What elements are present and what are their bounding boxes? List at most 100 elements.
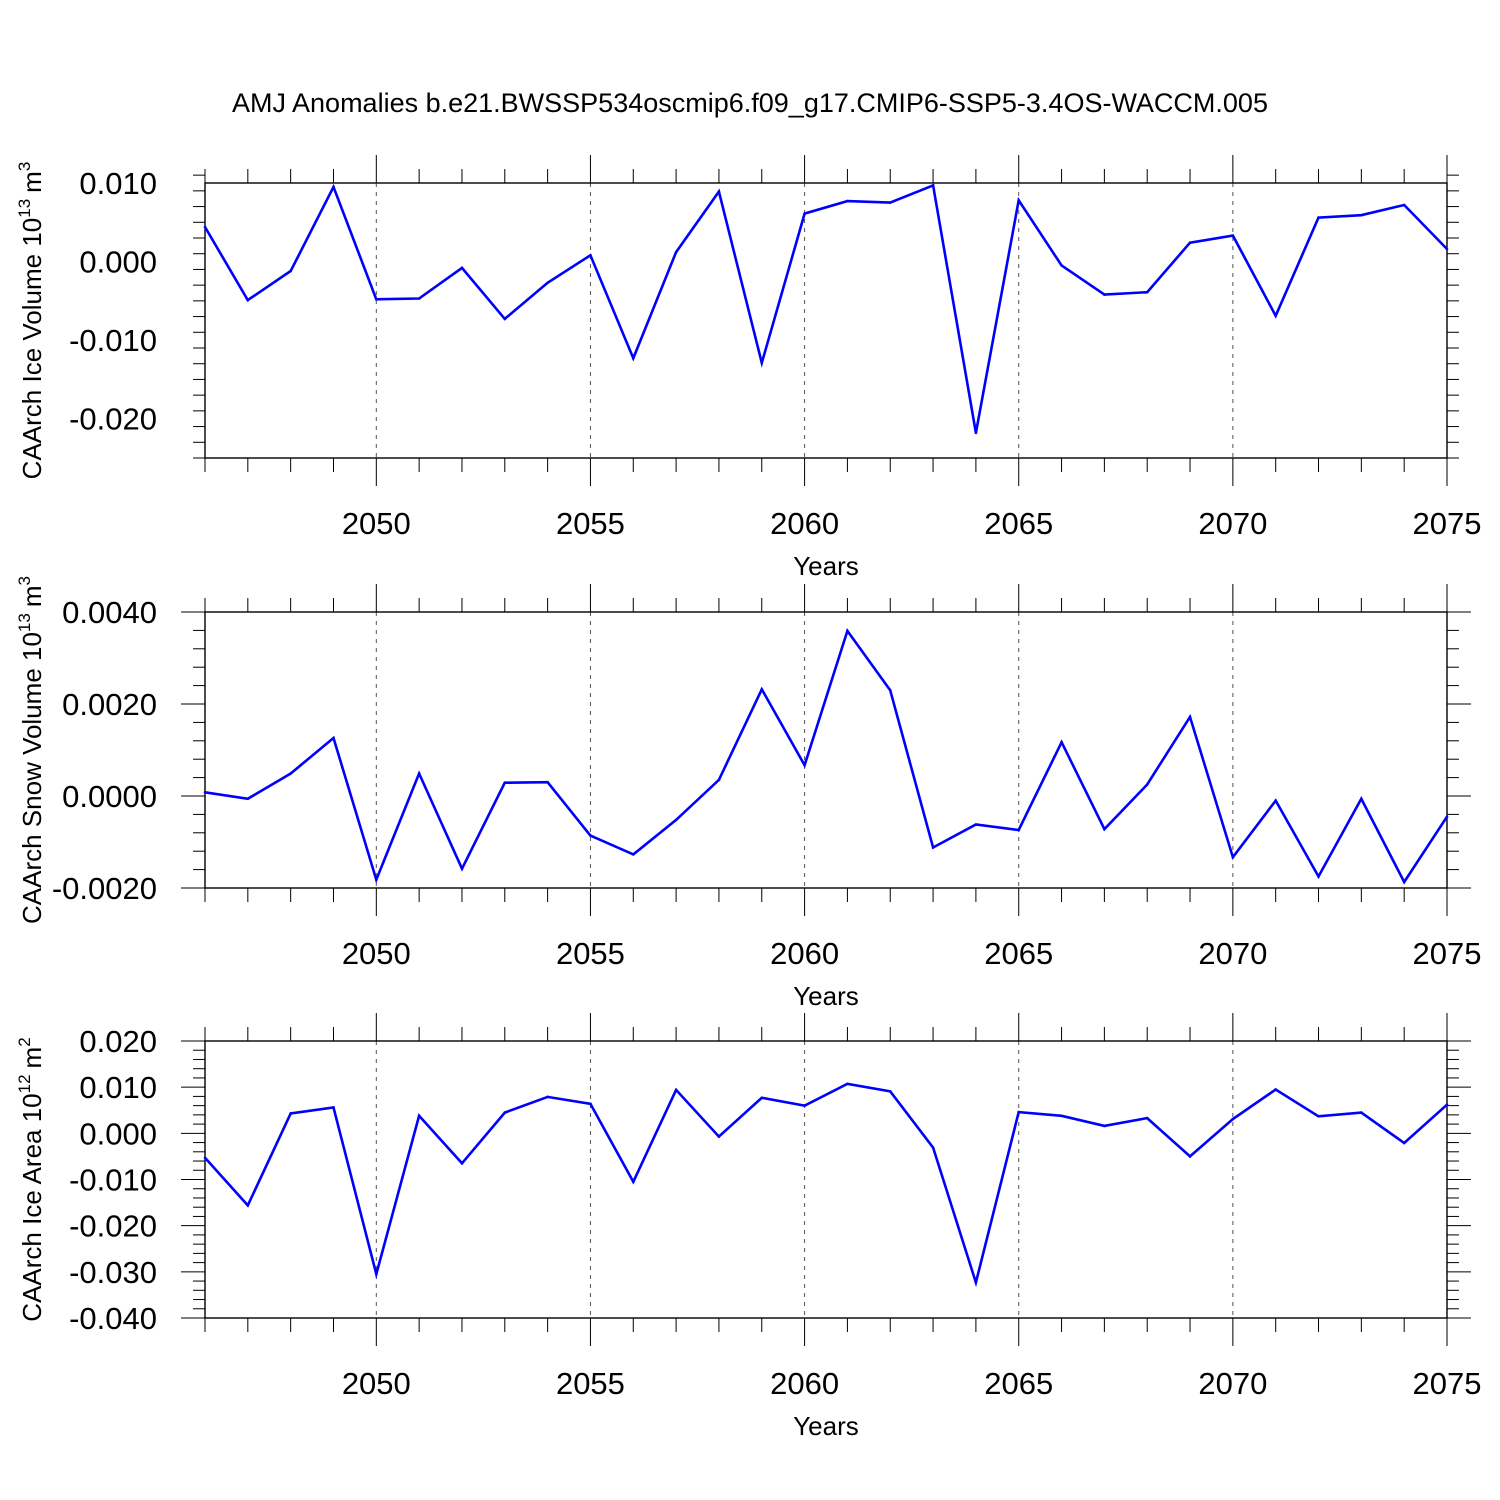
y-axis-label: CAArch Snow Volume 1013 m3 xyxy=(15,576,47,924)
x-axis-label: Years xyxy=(793,551,859,581)
data-point xyxy=(1060,264,1063,267)
data-point xyxy=(1146,783,1149,786)
data-point xyxy=(760,688,763,691)
data-point xyxy=(975,823,978,826)
y-axis-label: CAArch Ice Area 1012 m2 xyxy=(15,1037,47,1321)
chart-panel-3: 0.020 0.010 0.000 -0.010 -0.020 -0.030 -0.040 2… xyxy=(15,1013,1481,1441)
y-axis-label: CAArch Ice Volume 1013 m3 xyxy=(15,162,47,480)
y-axis-label-exponent: 13 xyxy=(15,199,34,218)
y-axis-label-text: CAArch Ice Volume 10 xyxy=(17,218,47,480)
y-tick-label: -0.010 xyxy=(69,1163,157,1198)
x-tick-label: 2065 xyxy=(984,506,1053,541)
y-axis-label-exponent: 13 xyxy=(15,613,34,632)
data-point xyxy=(975,1281,978,1284)
y-tick-label: 0.0040 xyxy=(62,595,157,630)
data-point xyxy=(1446,1103,1449,1106)
plot-frame xyxy=(205,612,1447,888)
x-tick-label: 2070 xyxy=(1198,1366,1267,1401)
y-tick-label: -0.020 xyxy=(69,402,157,437)
data-point xyxy=(1274,799,1277,802)
data-point xyxy=(1189,241,1192,244)
data-point xyxy=(1403,204,1406,207)
data-point xyxy=(1017,829,1020,832)
y-axis-label-exponent: 12 xyxy=(15,1074,34,1093)
y-tick-label: 0.000 xyxy=(79,245,157,280)
y-axis-label-text: CAArch Snow Volume 10 xyxy=(17,632,47,924)
data-point xyxy=(1446,248,1449,251)
data-point xyxy=(932,1146,935,1149)
data-point xyxy=(932,846,935,849)
x-tick-label: 2065 xyxy=(984,1366,1053,1401)
y-tick-label: 0.010 xyxy=(79,166,157,201)
y-tick-label: 0.0020 xyxy=(62,687,157,722)
figure: AMJ Anomalies b.e21.BWSSP534oscmip6.f09_… xyxy=(0,0,1500,1500)
data-point xyxy=(418,772,421,775)
data-point xyxy=(461,867,464,870)
x-tick-label: 2050 xyxy=(342,506,411,541)
data-point xyxy=(418,297,421,300)
data-point xyxy=(1017,199,1020,202)
y-tick-label: -0.0020 xyxy=(52,871,157,906)
data-point xyxy=(1360,1111,1363,1114)
data-point xyxy=(1146,1117,1149,1120)
data-point xyxy=(889,201,892,204)
y-tick-label: -0.010 xyxy=(69,323,157,358)
x-tick-label: 2055 xyxy=(556,1366,625,1401)
y-tick-label: 0.000 xyxy=(79,1116,157,1151)
data-point xyxy=(589,254,592,257)
series-line-2 xyxy=(205,631,1447,882)
data-point xyxy=(1103,1125,1106,1128)
data-point xyxy=(1317,216,1320,219)
data-point xyxy=(803,1104,806,1107)
data-point xyxy=(247,299,250,302)
data-point xyxy=(332,1106,335,1109)
data-point xyxy=(1103,293,1106,296)
data-point xyxy=(846,1083,849,1086)
x-tick-label: 2055 xyxy=(556,506,625,541)
data-point xyxy=(546,1096,549,1099)
data-point xyxy=(846,630,849,633)
data-point xyxy=(1446,815,1449,818)
x-tick-label: 2050 xyxy=(342,1366,411,1401)
data-point xyxy=(375,1273,378,1276)
data-point xyxy=(546,781,549,784)
data-point xyxy=(760,1096,763,1099)
x-tick-label: 2070 xyxy=(1198,936,1267,971)
y-tick-label: 0.010 xyxy=(79,1070,157,1105)
data-point xyxy=(332,186,335,189)
data-point xyxy=(932,184,935,187)
y-tick-label: -0.040 xyxy=(69,1301,157,1336)
data-point xyxy=(1274,314,1277,317)
data-point xyxy=(760,362,763,365)
x-tick-label: 2070 xyxy=(1198,506,1267,541)
chart-panel-2: 0.0040 0.0020 0.0000 -0.0020 2050 2055 2060 206… xyxy=(15,576,1481,1011)
data-point xyxy=(1232,1118,1235,1121)
data-point xyxy=(589,1102,592,1105)
y-axis-label-unit-exponent: 3 xyxy=(15,162,34,171)
data-point xyxy=(1232,856,1235,859)
x-tick-label: 2060 xyxy=(770,1366,839,1401)
y-tick-label: 0.0000 xyxy=(62,779,157,814)
figure-title: AMJ Anomalies b.e21.BWSSP534oscmip6.f09_… xyxy=(232,88,1268,118)
chart-panels: 0.010 0.000 -0.010 -0.020 2050 2055 2060 2065 20… xyxy=(15,155,1481,1441)
data-point xyxy=(247,1204,250,1207)
data-point xyxy=(1060,1114,1063,1117)
data-point xyxy=(204,791,207,794)
y-tick-label: 0.020 xyxy=(79,1024,157,1059)
x-tick-label: 2050 xyxy=(342,936,411,971)
data-point xyxy=(289,1112,292,1115)
y-tick-label: -0.030 xyxy=(69,1255,157,1290)
chart-panel-1: 0.010 0.000 -0.010 -0.020 2050 2055 2060 2065 20… xyxy=(15,155,1481,581)
data-point xyxy=(204,226,207,229)
data-point xyxy=(1060,741,1063,744)
x-axis-label: Years xyxy=(793,1411,859,1441)
data-point xyxy=(1403,1142,1406,1145)
data-point xyxy=(889,1090,892,1093)
data-point xyxy=(846,200,849,203)
x-tick-label: 2060 xyxy=(770,506,839,541)
x-axis-label: Years xyxy=(793,981,859,1011)
data-point xyxy=(632,357,635,360)
data-point xyxy=(718,779,721,782)
plot-frame xyxy=(205,1041,1447,1318)
series-line-3 xyxy=(205,1084,1447,1283)
